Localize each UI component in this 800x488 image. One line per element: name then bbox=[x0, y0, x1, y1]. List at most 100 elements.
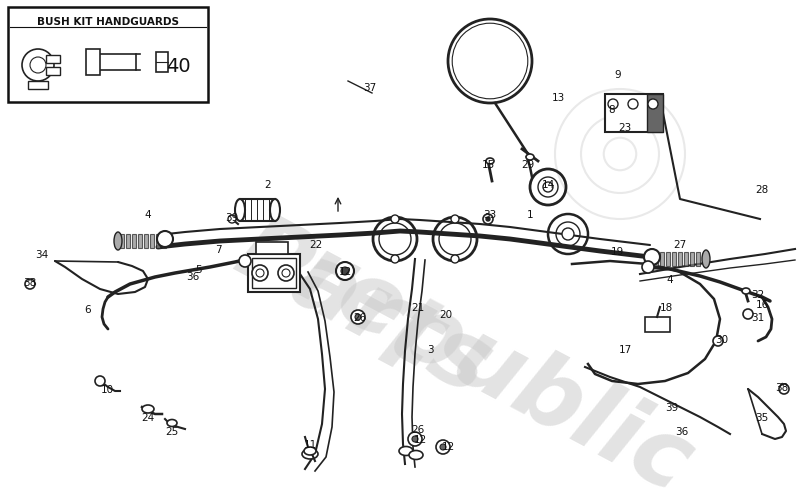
Text: republic: republic bbox=[280, 227, 706, 488]
Circle shape bbox=[157, 231, 173, 247]
Circle shape bbox=[278, 265, 294, 282]
Circle shape bbox=[779, 384, 789, 394]
Text: 33: 33 bbox=[483, 209, 497, 220]
Text: 7: 7 bbox=[214, 244, 222, 254]
Bar bbox=[660, 252, 664, 266]
Circle shape bbox=[543, 183, 553, 193]
Bar bbox=[138, 235, 142, 248]
Ellipse shape bbox=[142, 405, 154, 413]
Circle shape bbox=[743, 309, 753, 319]
Circle shape bbox=[391, 216, 399, 224]
Text: 38: 38 bbox=[23, 278, 37, 287]
Text: 10: 10 bbox=[101, 384, 114, 394]
Circle shape bbox=[239, 256, 251, 267]
Circle shape bbox=[486, 218, 490, 222]
Circle shape bbox=[336, 263, 354, 281]
Text: 28: 28 bbox=[755, 184, 769, 195]
Text: 27: 27 bbox=[674, 240, 686, 249]
Text: 2: 2 bbox=[265, 180, 271, 190]
Text: 36: 36 bbox=[186, 271, 200, 282]
Text: 34: 34 bbox=[35, 249, 49, 260]
Circle shape bbox=[282, 269, 290, 278]
Ellipse shape bbox=[702, 250, 710, 268]
Bar bbox=[46, 56, 60, 64]
Circle shape bbox=[451, 256, 459, 264]
Circle shape bbox=[628, 100, 638, 110]
Bar bbox=[156, 235, 160, 248]
Circle shape bbox=[642, 262, 654, 273]
Bar bbox=[647, 95, 663, 133]
Text: 39: 39 bbox=[226, 213, 238, 223]
Text: 11: 11 bbox=[303, 439, 317, 449]
Circle shape bbox=[25, 280, 35, 289]
Text: 4: 4 bbox=[666, 274, 674, 285]
Text: 14: 14 bbox=[542, 180, 554, 190]
Circle shape bbox=[440, 444, 446, 450]
Ellipse shape bbox=[304, 447, 316, 455]
Bar bbox=[666, 252, 670, 266]
Bar bbox=[98, 55, 136, 71]
Bar bbox=[156, 53, 168, 73]
Circle shape bbox=[351, 310, 365, 325]
Text: 3: 3 bbox=[426, 345, 434, 354]
Bar bbox=[678, 252, 682, 266]
Bar bbox=[248, 254, 300, 292]
Text: 24: 24 bbox=[142, 412, 154, 422]
Text: 37: 37 bbox=[363, 83, 377, 93]
Ellipse shape bbox=[486, 159, 494, 164]
Ellipse shape bbox=[235, 200, 245, 222]
Ellipse shape bbox=[399, 447, 413, 456]
Bar bbox=[8, 8, 208, 103]
Circle shape bbox=[355, 314, 361, 320]
Text: 1: 1 bbox=[526, 209, 534, 220]
Circle shape bbox=[436, 440, 450, 454]
Circle shape bbox=[256, 269, 264, 278]
Circle shape bbox=[451, 216, 459, 224]
Bar bbox=[86, 50, 100, 76]
Bar bbox=[132, 235, 136, 248]
Text: 12: 12 bbox=[442, 441, 454, 451]
Text: 12: 12 bbox=[338, 266, 352, 276]
Bar bbox=[144, 235, 148, 248]
Text: 36: 36 bbox=[675, 426, 689, 436]
Text: 15: 15 bbox=[482, 160, 494, 170]
Circle shape bbox=[608, 100, 618, 110]
Circle shape bbox=[252, 265, 268, 282]
Text: 26: 26 bbox=[411, 424, 425, 434]
Text: 18: 18 bbox=[659, 303, 673, 312]
Bar bbox=[120, 235, 124, 248]
Bar bbox=[645, 317, 670, 332]
Bar bbox=[605, 95, 663, 133]
Ellipse shape bbox=[302, 449, 318, 459]
Ellipse shape bbox=[409, 450, 423, 460]
Text: 9: 9 bbox=[614, 70, 622, 80]
Ellipse shape bbox=[526, 155, 534, 161]
Bar bbox=[256, 243, 288, 254]
Circle shape bbox=[483, 215, 493, 224]
Text: 20: 20 bbox=[439, 309, 453, 319]
Text: 12: 12 bbox=[414, 434, 426, 444]
Bar bbox=[252, 259, 296, 288]
Text: 6: 6 bbox=[85, 305, 91, 314]
Bar bbox=[672, 252, 676, 266]
Ellipse shape bbox=[270, 200, 280, 222]
Text: 29: 29 bbox=[522, 160, 534, 170]
Circle shape bbox=[408, 432, 422, 446]
Text: 19: 19 bbox=[610, 246, 624, 257]
Text: 16: 16 bbox=[755, 299, 769, 309]
Bar bbox=[28, 82, 48, 90]
Text: 39: 39 bbox=[666, 402, 678, 412]
Text: 4: 4 bbox=[145, 209, 151, 220]
Bar bbox=[46, 68, 60, 76]
Text: 17: 17 bbox=[618, 345, 632, 354]
Bar bbox=[240, 200, 275, 222]
Text: BUSH KIT HANDGUARDS: BUSH KIT HANDGUARDS bbox=[37, 17, 179, 27]
Text: 35: 35 bbox=[755, 412, 769, 422]
Circle shape bbox=[648, 100, 658, 110]
Text: 38: 38 bbox=[775, 382, 789, 392]
Ellipse shape bbox=[742, 288, 750, 294]
Text: 31: 31 bbox=[751, 312, 765, 323]
Circle shape bbox=[412, 436, 418, 442]
Text: 13: 13 bbox=[551, 93, 565, 103]
Text: 25: 25 bbox=[166, 426, 178, 436]
